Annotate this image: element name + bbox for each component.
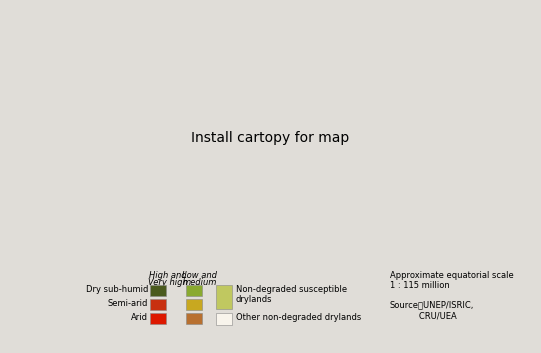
Bar — [186, 313, 202, 324]
Text: Low and: Low and — [182, 270, 217, 280]
Text: Very high: Very high — [148, 277, 188, 287]
Text: Other non-degraded drylands: Other non-degraded drylands — [236, 313, 361, 322]
Bar — [150, 313, 166, 324]
Bar — [186, 299, 202, 310]
Text: Non-degraded susceptible
drylands: Non-degraded susceptible drylands — [236, 285, 347, 304]
Text: medium: medium — [183, 277, 217, 287]
Text: High and: High and — [149, 270, 187, 280]
Bar — [216, 285, 232, 309]
Bar — [150, 285, 166, 296]
Text: Install cartopy for map: Install cartopy for map — [192, 131, 349, 145]
Text: Semi-arid: Semi-arid — [108, 299, 148, 308]
Bar — [186, 285, 202, 296]
Text: Approximate equatorial scale
1 : 115 million: Approximate equatorial scale 1 : 115 mil… — [390, 270, 514, 290]
Text: Source：UNEP/ISRIC,
           CRU/UEA: Source：UNEP/ISRIC, CRU/UEA — [390, 301, 474, 320]
Text: Arid: Arid — [131, 313, 148, 322]
Bar — [150, 299, 166, 310]
Text: Dry sub-humid: Dry sub-humid — [85, 285, 148, 294]
Bar — [216, 313, 232, 325]
